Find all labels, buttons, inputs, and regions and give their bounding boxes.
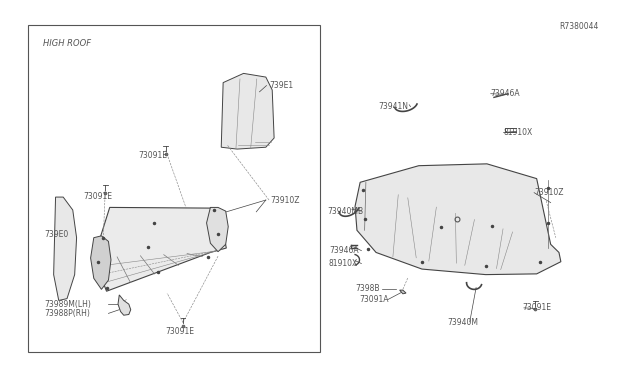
Text: 739E1: 739E1 — [269, 81, 293, 90]
Text: 7398B: 7398B — [356, 284, 380, 293]
Text: 73910Z: 73910Z — [270, 196, 300, 205]
Polygon shape — [91, 236, 111, 289]
Text: 73988P(RH): 73988P(RH) — [45, 309, 91, 318]
Text: 73941N: 73941N — [379, 102, 408, 111]
Polygon shape — [221, 73, 274, 149]
Text: 73946A: 73946A — [329, 246, 358, 255]
Text: 73091E: 73091E — [166, 327, 195, 336]
Text: 73940MB: 73940MB — [328, 206, 364, 216]
Polygon shape — [94, 208, 227, 291]
Text: 73946A: 73946A — [491, 89, 520, 98]
Text: R7380044: R7380044 — [559, 22, 598, 31]
Bar — [28, 25, 320, 352]
Polygon shape — [118, 295, 131, 315]
Text: 73989M(LH): 73989M(LH) — [45, 300, 92, 309]
Polygon shape — [207, 208, 228, 252]
Text: 73910Z: 73910Z — [534, 188, 564, 197]
Text: 81910X: 81910X — [329, 259, 358, 268]
Text: 81910X: 81910X — [504, 128, 532, 137]
Text: 73091E: 73091E — [138, 151, 168, 160]
Text: 73940M: 73940M — [447, 318, 479, 327]
Text: 73091A: 73091A — [360, 295, 389, 304]
Text: HIGH ROOF: HIGH ROOF — [43, 39, 91, 48]
Text: 739E0: 739E0 — [45, 230, 69, 239]
Polygon shape — [355, 164, 561, 275]
Text: 73091E: 73091E — [523, 302, 552, 312]
Polygon shape — [399, 290, 406, 294]
Polygon shape — [54, 197, 77, 301]
Text: 73091E: 73091E — [83, 192, 112, 201]
